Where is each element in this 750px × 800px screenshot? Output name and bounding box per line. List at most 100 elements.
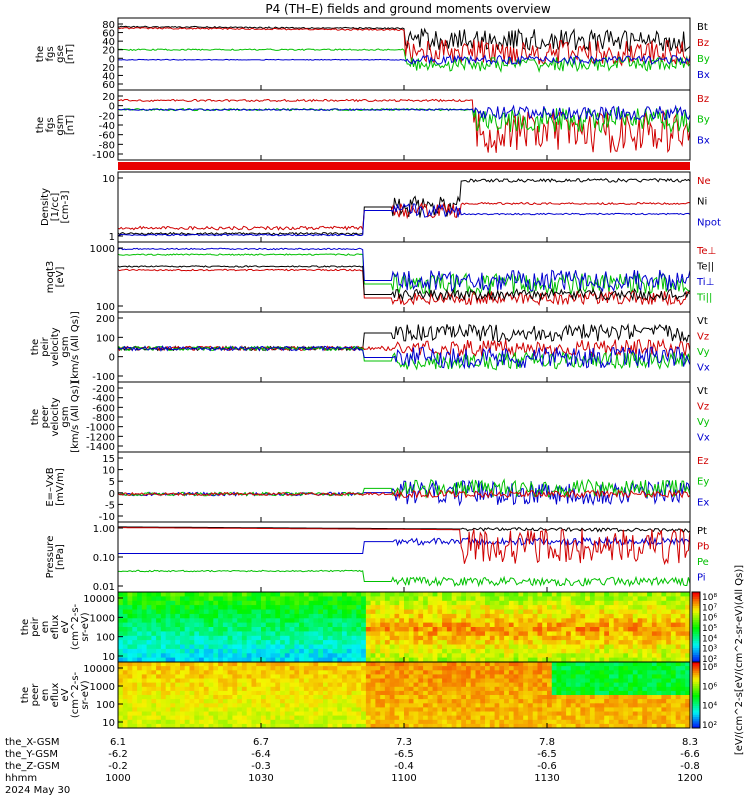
spectrogram-cell xyxy=(380,707,386,712)
spectrogram-cell xyxy=(442,653,448,659)
legend-entry: Pi xyxy=(697,573,706,584)
spectrogram-cell xyxy=(475,686,481,692)
spectrogram-cell xyxy=(542,644,548,650)
spectrogram-cell xyxy=(208,678,214,684)
spectrogram-cell xyxy=(532,699,538,704)
spectrogram-cell xyxy=(413,719,419,725)
spectrogram-cell xyxy=(685,627,691,632)
spectrogram-cell xyxy=(365,627,372,632)
spectrogram-cell xyxy=(208,670,214,675)
spectrogram-cell xyxy=(575,644,581,650)
spectrogram-cell xyxy=(599,662,605,667)
spectrogram-cell xyxy=(628,657,634,663)
spectrogram-cell xyxy=(651,635,658,641)
spectrogram-cell xyxy=(389,657,395,663)
spectrogram-cell xyxy=(365,707,372,712)
spectrogram-cell xyxy=(461,605,467,610)
spectrogram-cell xyxy=(346,674,353,679)
spectrogram-cell xyxy=(184,723,190,729)
spectrogram-cell xyxy=(289,670,295,675)
spectrogram-cell xyxy=(389,711,395,717)
spectrogram-cell xyxy=(146,635,152,641)
spectrogram-cell xyxy=(542,635,548,641)
spectrogram-cell xyxy=(127,640,133,645)
spectrogram-cell xyxy=(218,695,224,700)
spectrogram-cell xyxy=(661,609,667,615)
spectrogram-cell xyxy=(423,596,429,602)
spectrogram-cell xyxy=(299,631,305,637)
spectrogram-cell xyxy=(151,707,157,712)
spectrogram-cell xyxy=(432,703,438,708)
spectrogram-cell xyxy=(446,609,453,615)
spectrogram-cell xyxy=(604,592,610,597)
spectrogram-cell xyxy=(194,678,200,684)
spectrogram-cell xyxy=(399,662,405,667)
spectrogram-cell xyxy=(532,640,538,645)
spectrogram-cell xyxy=(165,600,171,606)
spectrogram-cell xyxy=(361,657,367,663)
spectrogram-cell xyxy=(299,682,305,688)
spectrogram-cell xyxy=(623,703,629,708)
spectrogram-cell xyxy=(575,670,581,675)
spectrogram-cell xyxy=(513,609,519,615)
spectrogram-cell xyxy=(189,635,195,641)
spectrogram-cell xyxy=(318,613,324,619)
spectrogram-cell xyxy=(118,648,124,654)
spectrogram-cell xyxy=(418,699,424,704)
spectrogram-cell xyxy=(175,635,181,641)
spectrogram-cell xyxy=(275,686,281,692)
spectrogram-cell xyxy=(389,596,395,602)
spectrogram-cell xyxy=(609,618,615,624)
spectrogram-cell xyxy=(561,635,567,641)
spectrogram-cell xyxy=(303,666,310,671)
spectrogram-cell xyxy=(261,695,267,700)
spectrogram-cell xyxy=(642,635,648,641)
spectrogram-cell xyxy=(628,648,634,654)
spectrogram-cell xyxy=(647,695,653,700)
spectrogram-cell xyxy=(442,715,448,721)
spectrogram-cell xyxy=(489,666,496,671)
spectrogram-cell xyxy=(141,662,148,667)
spectrogram-cell xyxy=(294,695,300,700)
y-axis-label: the xyxy=(20,619,31,635)
spectrogram-cell xyxy=(380,703,386,708)
spectrogram-cell xyxy=(384,670,391,675)
spectrogram-cell xyxy=(404,648,410,654)
spectrogram-cell xyxy=(437,690,443,696)
spectrogram-cell xyxy=(222,657,229,663)
spectrogram-cell xyxy=(413,690,419,696)
legend-entry: By xyxy=(697,54,710,65)
spectrogram-cell xyxy=(280,648,286,654)
spectrogram-cell xyxy=(284,666,291,671)
spectrogram-cell xyxy=(384,678,391,684)
spectrogram-cell xyxy=(623,678,629,684)
spectrogram-cell xyxy=(466,640,472,645)
spectrogram-cell xyxy=(556,622,562,628)
spectrogram-cell xyxy=(346,690,353,696)
spectrogram-cell xyxy=(661,613,667,619)
spectrogram-cell xyxy=(284,686,291,692)
spectrogram-cell xyxy=(494,707,500,712)
spectrogram-cell xyxy=(432,699,438,704)
spectrogram-cell xyxy=(299,715,305,721)
y-tick-label: 10000 xyxy=(83,664,115,675)
spectrogram-cell xyxy=(423,662,429,667)
spectrogram-cell xyxy=(427,613,434,619)
spectrogram-cell xyxy=(160,631,167,637)
spectrogram-cell xyxy=(566,657,572,663)
spectrogram-cell xyxy=(189,695,195,700)
spectrogram-cell xyxy=(337,613,343,619)
spectrogram-cell xyxy=(284,627,291,632)
spectrogram-cell xyxy=(237,662,243,667)
spectrogram-cell xyxy=(480,613,486,619)
spectrogram-cell xyxy=(332,635,338,641)
spectrogram-cell xyxy=(670,605,677,610)
spectrogram-cell xyxy=(599,622,605,628)
spectrogram-cell xyxy=(256,653,262,659)
spectrogram-cell xyxy=(303,703,310,708)
spectrogram-cell xyxy=(647,711,653,717)
spectrogram-cell xyxy=(389,622,395,628)
spectrogram-cell xyxy=(356,707,362,712)
spectrogram-cell xyxy=(160,613,167,619)
spectrogram-cell xyxy=(342,719,348,725)
